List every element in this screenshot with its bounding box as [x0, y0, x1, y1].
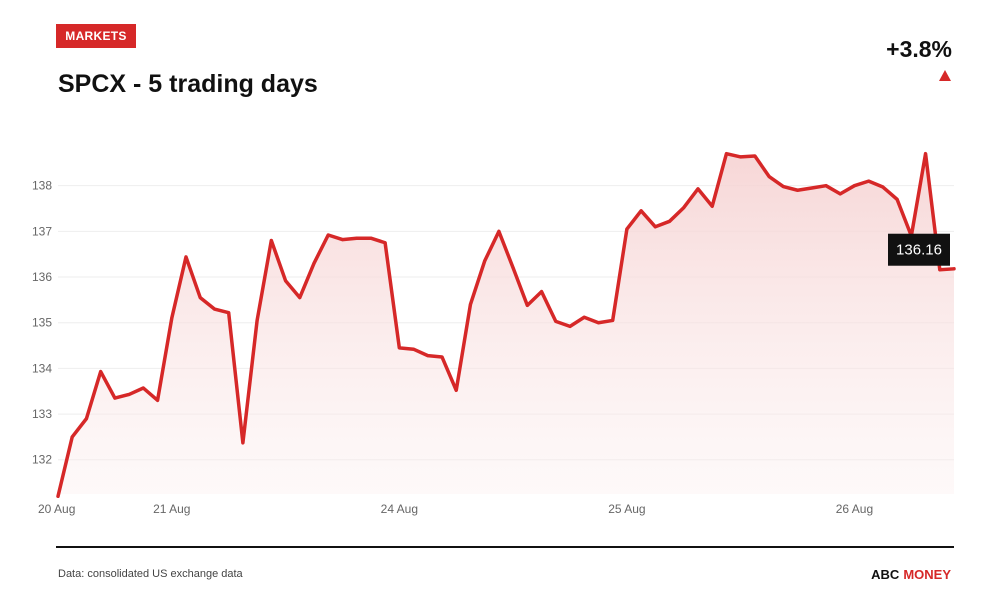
brand-logo: ABC MONEY	[871, 567, 951, 582]
x-tick-label: 20 Aug	[38, 502, 75, 516]
last-price-label-bg	[888, 233, 950, 266]
percent-change: +3.8%	[886, 36, 952, 62]
chart-title: SPCX - 5 trading days	[58, 70, 318, 98]
y-tick-label: 134	[32, 361, 52, 375]
price-area	[58, 153, 954, 497]
x-tick-label: 26 Aug	[836, 502, 873, 516]
footer-divider	[56, 546, 954, 548]
y-tick-label: 137	[32, 224, 52, 238]
y-tick-label: 135	[32, 316, 52, 330]
price-line	[56, 151, 956, 499]
last-price-label: 136.16	[888, 233, 950, 266]
x-tick-label: 24 Aug	[381, 502, 418, 516]
x-axis-labels: 20 Aug 21 Aug 24 Aug 25 Aug 26 Aug	[38, 502, 873, 516]
last-price-label-text: 136.16	[896, 242, 942, 259]
y-tick-label: 133	[32, 407, 52, 421]
y-axis-labels: 132 133 134 135 136 137 138	[32, 179, 52, 467]
x-tick-label: 25 Aug	[608, 502, 645, 516]
triangle-up-icon	[939, 70, 951, 81]
y-tick-label: 136	[32, 270, 52, 284]
data-source: Data: consolidated US exchange data	[58, 568, 243, 580]
x-tick-label: 21 Aug	[153, 502, 190, 516]
y-tick-label: 138	[32, 179, 52, 193]
brand-money: MONEY	[903, 567, 951, 582]
markets-tag: MARKETS	[56, 24, 136, 48]
y-tick-label: 132	[32, 453, 52, 467]
brand-abc: ABC	[871, 567, 900, 582]
price-chart: 132 133 134 135 136 137 138 20 Aug 21 Aug 24 Aug…	[32, 151, 956, 516]
